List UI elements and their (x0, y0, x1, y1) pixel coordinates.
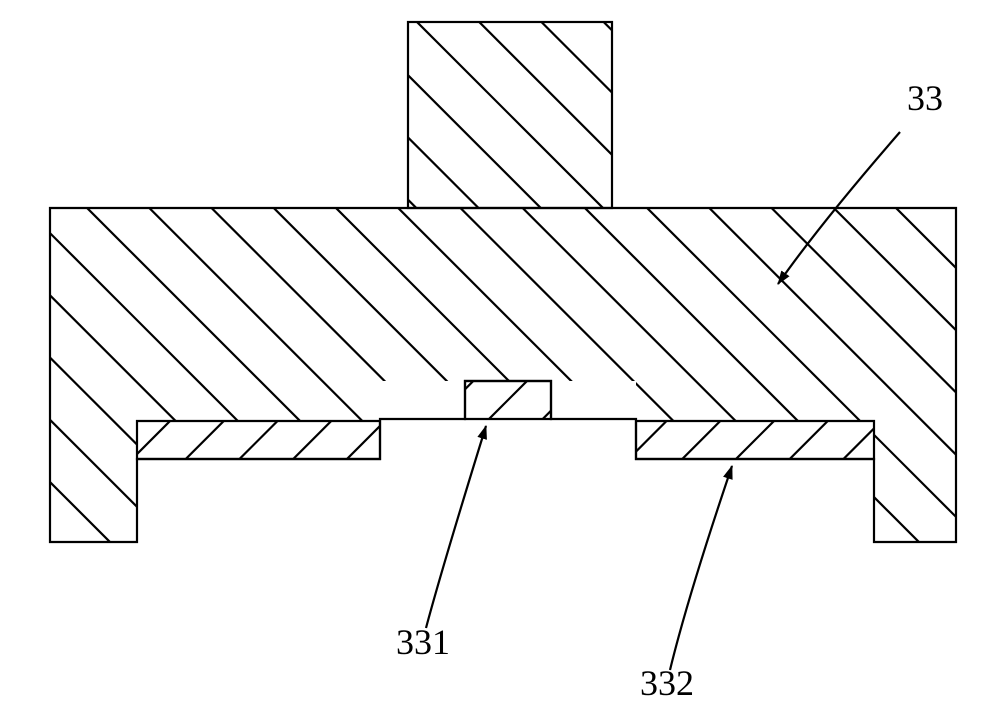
leader-331 (426, 426, 486, 628)
figure-root: 33 331 332 (0, 0, 1000, 725)
leader-332 (670, 466, 732, 670)
top-block-hatch (0, 0, 1000, 650)
label-331: 331 (396, 621, 450, 663)
inner-tab-hatch (252, 144, 764, 656)
label-33: 33 (907, 77, 943, 119)
label-332: 332 (640, 662, 694, 704)
main-body-hatch (0, 0, 1000, 725)
inner-right-hatch (288, 0, 1000, 725)
diagram-svg (0, 0, 1000, 725)
